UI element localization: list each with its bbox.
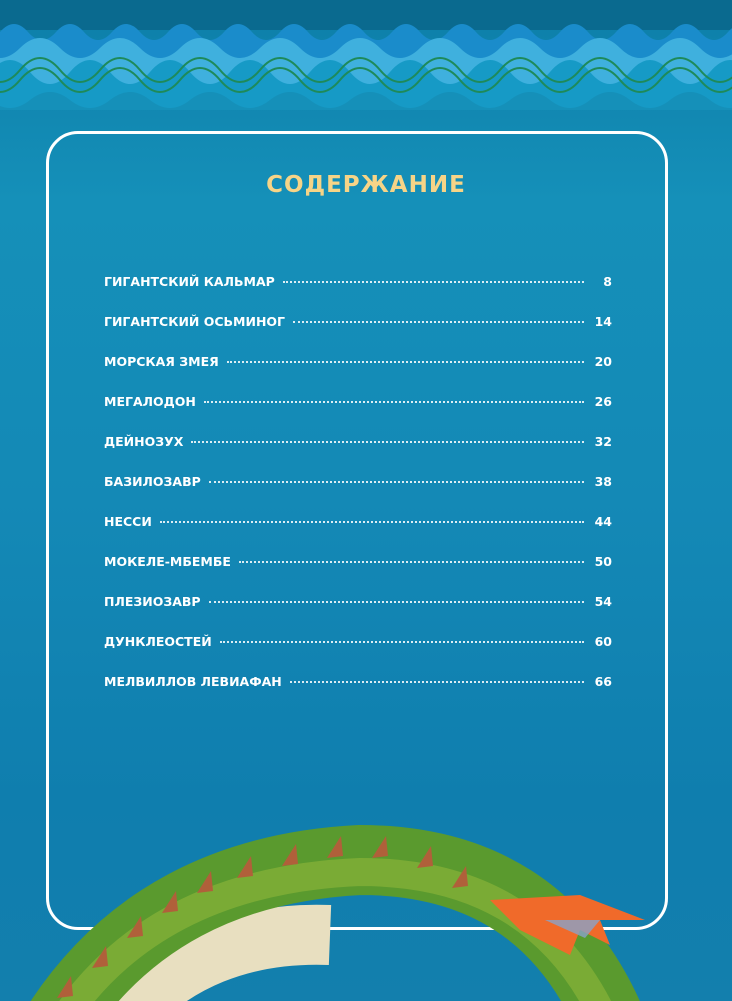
entry-page: 14 <box>594 314 612 329</box>
entry-page: 54 <box>594 594 612 609</box>
wave <box>0 60 732 110</box>
leader-dots <box>208 481 584 483</box>
serpent-spikes <box>57 836 468 998</box>
entry-label: ДУНКЛЕОСТЕЙ <box>104 634 212 649</box>
toc-entry[interactable]: МОРСКАЯ ЗМЕЯ 20 <box>104 354 612 394</box>
spike <box>57 976 73 998</box>
spike <box>92 946 108 968</box>
entry-label: НЕССИ <box>104 514 152 529</box>
toc-entry[interactable]: БАЗИЛОЗАВР 38 <box>104 474 612 514</box>
leader-dots <box>289 681 584 683</box>
entry-label: ДЕЙНОЗУХ <box>104 434 184 449</box>
table-of-contents: ГИГАНТСКИЙ КАЛЬМАР 8 ГИГАНТСКИЙ ОСЬМИНОГ 1… <box>104 274 612 714</box>
entry-page: 20 <box>594 354 612 369</box>
entry-page: 38 <box>594 474 612 489</box>
entry-page: 60 <box>594 634 612 649</box>
toc-entry[interactable]: ДУНКЛЕОСТЕЙ 60 <box>104 634 612 674</box>
leader-dots <box>208 601 584 603</box>
leader-dots <box>282 281 584 283</box>
entry-page: 26 <box>594 394 612 409</box>
entry-label: БАЗИЛОЗАВР <box>104 474 201 489</box>
leader-dots <box>191 441 584 443</box>
entry-label: МОРСКАЯ ЗМЕЯ <box>104 354 219 369</box>
leader-dots <box>293 321 584 323</box>
entry-label: МЕГАЛОДОН <box>104 394 196 409</box>
toc-entry[interactable]: МЕГАЛОДОН 26 <box>104 394 612 434</box>
toc-entry[interactable]: ГИГАНТСКИЙ КАЛЬМАР 8 <box>104 274 612 314</box>
leader-dots <box>203 401 584 403</box>
entry-page: 32 <box>594 434 612 449</box>
waves-decoration <box>0 24 732 110</box>
toc-entry[interactable]: ДЕЙНОЗУХ 32 <box>104 434 612 474</box>
entry-page: 8 <box>603 274 612 289</box>
entry-page: 44 <box>594 514 612 529</box>
entry-page: 66 <box>594 674 612 689</box>
spike <box>162 891 178 913</box>
serpent-belly <box>97 904 332 1001</box>
entry-label: ГИГАНТСКИЙ КАЛЬМАР <box>104 274 275 289</box>
entry-label: МЕЛВИЛЛОВ ЛЕВИАФАН <box>104 674 282 689</box>
spike <box>372 836 388 858</box>
entry-label: ПЛЕЗИОЗАВР <box>104 594 201 609</box>
entry-label: МОКЕЛЕ-МБЕМБЕ <box>104 554 231 569</box>
toc-entry[interactable]: ГИГАНТСКИЙ ОСЬМИНОГ 14 <box>104 314 612 354</box>
leader-dots <box>226 361 584 363</box>
wave <box>0 67 732 93</box>
page-title: СОДЕРЖАНИЕ <box>266 172 466 198</box>
toc-entry[interactable]: МЕЛВИЛЛОВ ЛЕВИАФАН 66 <box>104 674 612 714</box>
leader-dots <box>238 561 584 563</box>
serpent-fin-shade <box>545 920 600 938</box>
toc-entry[interactable]: ПЛЕЗИОЗАВР 54 <box>104 594 612 634</box>
spike <box>237 856 253 878</box>
toc-entry[interactable]: НЕССИ 44 <box>104 514 612 554</box>
entry-page: 50 <box>594 554 612 569</box>
spike <box>127 916 143 938</box>
leader-dots <box>159 521 584 523</box>
entry-label: ГИГАНТСКИЙ ОСЬМИНОГ <box>104 314 285 329</box>
spike <box>282 844 298 866</box>
wave <box>0 92 732 110</box>
wave <box>0 57 732 83</box>
leader-dots <box>219 641 584 643</box>
contents-frame <box>46 131 668 930</box>
spike <box>452 866 468 888</box>
spike <box>327 836 343 858</box>
sea-serpent-illustration <box>30 824 645 1001</box>
toc-entry[interactable]: МОКЕЛЕ-МБЕМБЕ 50 <box>104 554 612 594</box>
spike <box>197 871 213 893</box>
spike <box>417 846 433 868</box>
